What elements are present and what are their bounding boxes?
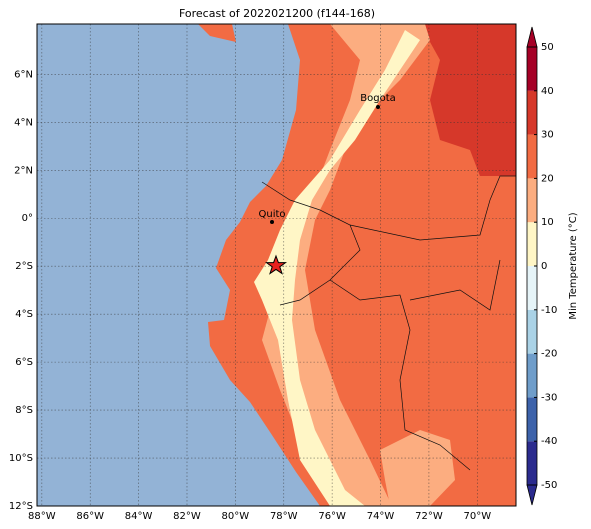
lon-tick-label: 88°W — [28, 511, 56, 522]
map-frame — [36, 23, 517, 507]
colorbar-band — [527, 178, 537, 223]
mild-region — [254, 30, 420, 506]
colorbar-tick-label: -20 — [541, 349, 557, 360]
colorbar-band — [527, 353, 537, 398]
colorbar-tick-label: -40 — [541, 436, 557, 447]
colorbar-label: Min Temperature (°C) — [568, 212, 579, 319]
colorbar-band — [527, 134, 537, 179]
colorbar-band — [527, 309, 537, 354]
map — [37, 24, 516, 506]
colorbar-extend-high — [526, 26, 538, 48]
lat-tick-label: 12°S — [9, 501, 33, 512]
lat-tick-label: 4°S — [15, 309, 33, 320]
lat-tick-label: 10°S — [9, 453, 33, 464]
lat-tick-label: 6°S — [15, 357, 33, 368]
colorbar-tick-label: 50 — [541, 42, 554, 53]
lat-tick-label: 4°N — [14, 117, 33, 128]
lon-tick-label: 74°W — [367, 511, 395, 522]
colorbar-band — [527, 90, 537, 135]
location-star — [264, 254, 288, 275]
city-dot — [270, 220, 274, 224]
city-label: Bogota — [360, 93, 396, 104]
title: Forecast of 2022021200 (f144-168) — [179, 7, 375, 20]
lon-tick-label: 72°W — [415, 511, 443, 522]
lat-tick-label: 6°N — [14, 69, 33, 80]
hot-region — [420, 24, 516, 176]
lat-tick-label: 2°N — [14, 165, 33, 176]
colorbar-extend-low — [526, 484, 538, 506]
colorbar-tick-label: 10 — [541, 217, 554, 228]
city-dot — [376, 105, 380, 109]
colorbar-band — [527, 266, 537, 310]
colorbar-band — [527, 47, 537, 91]
colorbar-tick-label: -10 — [541, 305, 557, 316]
colorbar-tick-label: 30 — [541, 130, 554, 141]
lat-tick-label: 2°S — [15, 261, 33, 272]
lon-tick-label: 84°W — [125, 511, 153, 522]
lat-tick-label: 0° — [22, 213, 33, 224]
country-border — [261, 175, 516, 471]
colorbar-band — [527, 441, 537, 485]
colorbar-band — [527, 397, 537, 442]
lon-tick-label: 80°W — [222, 511, 250, 522]
city-label: Quito — [258, 209, 285, 220]
warm-patch — [380, 430, 455, 506]
land — [198, 24, 516, 506]
lat-tick-label: 8°S — [15, 405, 33, 416]
lon-tick-label: 86°W — [76, 511, 104, 522]
lon-tick-label: 70°W — [463, 511, 491, 522]
warm-region — [262, 24, 430, 506]
lon-tick-label: 78°W — [270, 511, 298, 522]
colorbar-band — [527, 222, 537, 266]
colorbar-tick-label: 40 — [541, 86, 554, 97]
colorbar-tick-label: 20 — [541, 173, 554, 184]
colorbar-tick-label: 0 — [541, 261, 547, 272]
lon-tick-label: 76°W — [318, 511, 346, 522]
colorbar-tick-label: -30 — [541, 392, 557, 403]
lon-tick-label: 82°W — [173, 511, 201, 522]
colorbar-tick-label: -50 — [541, 480, 557, 491]
